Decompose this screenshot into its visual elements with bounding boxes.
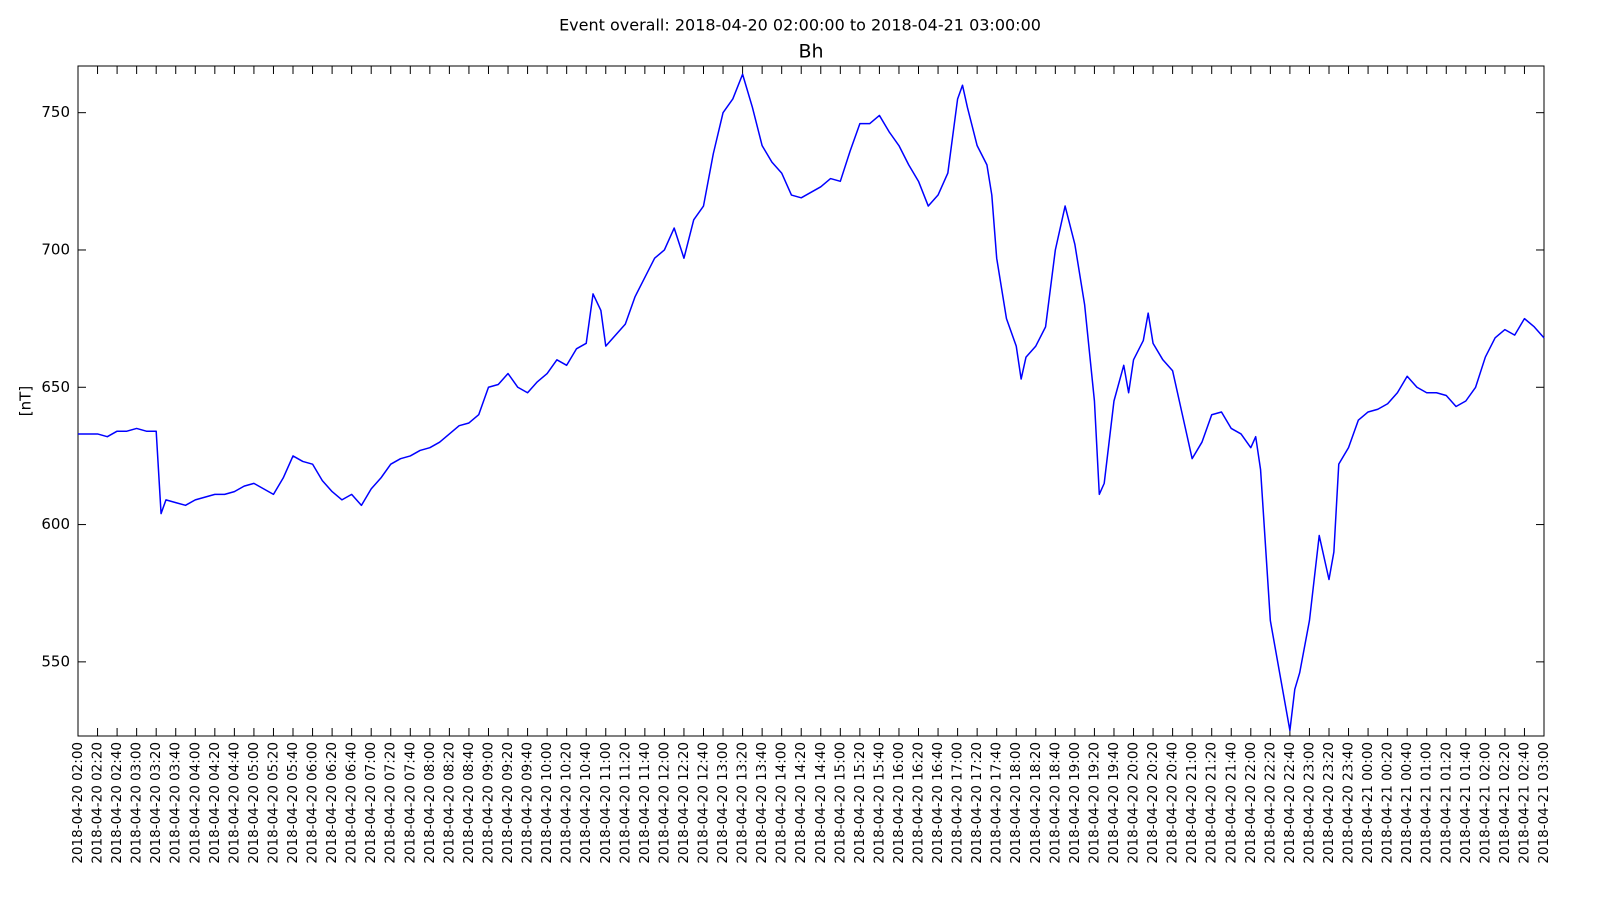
x-tick-label: 2018-04-20 07:00 [363, 742, 379, 864]
x-tick-label: 2018-04-20 02:00 [70, 742, 86, 864]
x-tick-label: 2018-04-21 02:00 [1477, 742, 1493, 864]
x-tick-label: 2018-04-20 03:20 [148, 742, 164, 864]
x-tick-label: 2018-04-21 02:40 [1516, 742, 1532, 864]
x-tick-label: 2018-04-20 18:20 [1028, 742, 1044, 864]
y-tick-label: 700 [41, 240, 70, 258]
x-tick-label: 2018-04-20 09:00 [480, 742, 496, 864]
x-tick-label: 2018-04-20 13:40 [754, 742, 770, 864]
x-tick-label: 2018-04-20 09:20 [500, 742, 516, 864]
suptitle: Event overall: 2018-04-20 02:00:00 to 20… [559, 16, 1041, 35]
x-tick-label: 2018-04-20 11:20 [617, 742, 633, 864]
x-tick-label: 2018-04-20 22:40 [1282, 742, 1298, 864]
x-tick-label: 2018-04-20 16:40 [930, 742, 946, 864]
x-tick-label: 2018-04-20 11:00 [598, 742, 614, 864]
x-tick-label: 2018-04-20 17:20 [969, 742, 985, 864]
x-tick-label: 2018-04-20 08:20 [441, 742, 457, 864]
x-tick-label: 2018-04-20 15:20 [852, 742, 868, 864]
x-tick-label: 2018-04-20 04:40 [226, 742, 242, 864]
x-tick-label: 2018-04-20 07:20 [383, 742, 399, 864]
x-tick-label: 2018-04-20 05:20 [265, 742, 281, 864]
x-tick-label: 2018-04-20 05:40 [285, 742, 301, 864]
y-tick-label: 600 [41, 515, 70, 533]
x-tick-label: 2018-04-20 08:00 [422, 742, 438, 864]
x-tick-label: 2018-04-20 10:00 [539, 742, 555, 864]
x-tick-label: 2018-04-20 02:20 [90, 742, 106, 864]
x-tick-label: 2018-04-20 10:20 [559, 742, 575, 864]
x-tick-label: 2018-04-20 21:40 [1223, 742, 1239, 864]
x-tick-label: 2018-04-21 00:00 [1360, 742, 1376, 864]
x-tick-label: 2018-04-20 19:40 [1106, 742, 1122, 864]
x-tick-label: 2018-04-21 03:00 [1536, 742, 1552, 864]
x-tick-label: 2018-04-20 17:40 [989, 742, 1005, 864]
x-tick-label: 2018-04-20 22:20 [1262, 742, 1278, 864]
x-tick-label: 2018-04-20 06:20 [324, 742, 340, 864]
x-tick-label: 2018-04-20 23:00 [1301, 742, 1317, 864]
x-tick-label: 2018-04-20 20:20 [1145, 742, 1161, 864]
x-tick-label: 2018-04-20 12:00 [656, 742, 672, 864]
x-tick-label: 2018-04-20 10:40 [578, 742, 594, 864]
x-tick-label: 2018-04-20 16:20 [911, 742, 927, 864]
y-axis-label: [nT] [17, 386, 35, 416]
x-tick-label: 2018-04-21 01:40 [1458, 742, 1474, 864]
x-tick-label: 2018-04-20 15:00 [832, 742, 848, 864]
x-tick-label: 2018-04-20 06:00 [305, 742, 321, 864]
x-tick-label: 2018-04-20 17:00 [950, 742, 966, 864]
x-tick-label: 2018-04-20 16:00 [891, 742, 907, 864]
x-tick-label: 2018-04-20 18:40 [1047, 742, 1063, 864]
data-line [78, 73, 1545, 732]
x-tick-label: 2018-04-20 15:40 [871, 742, 887, 864]
x-tick-label: 2018-04-20 12:20 [676, 742, 692, 864]
x-tick-label: 2018-04-20 13:00 [715, 742, 731, 864]
x-tick-label: 2018-04-20 08:40 [461, 742, 477, 864]
chart-title: Bh [798, 41, 823, 63]
x-tick-label: 2018-04-20 04:20 [207, 742, 223, 864]
x-tick-label: 2018-04-20 23:20 [1321, 742, 1337, 864]
x-tick-label: 2018-04-21 01:00 [1419, 742, 1435, 864]
x-tick-label: 2018-04-20 02:40 [109, 742, 125, 864]
x-tick-label: 2018-04-20 11:40 [637, 742, 653, 864]
plot-frame [77, 65, 1545, 737]
x-tick-label: 2018-04-21 01:20 [1438, 742, 1454, 864]
x-tick-label: 2018-04-21 00:40 [1399, 742, 1415, 864]
x-tick-label: 2018-04-20 12:40 [695, 742, 711, 864]
x-tick-label: 2018-04-20 14:40 [813, 742, 829, 864]
x-tick-label: 2018-04-20 09:40 [520, 742, 536, 864]
x-tick-label: 2018-04-20 13:20 [735, 742, 751, 864]
x-tick-label: 2018-04-20 05:00 [246, 742, 262, 864]
x-tick-label: 2018-04-20 03:40 [168, 742, 184, 864]
x-tick-label: 2018-04-20 14:00 [774, 742, 790, 864]
x-tick-label: 2018-04-20 22:00 [1243, 742, 1259, 864]
x-tick-label: 2018-04-20 20:00 [1126, 742, 1142, 864]
x-tick-label: 2018-04-20 19:20 [1086, 742, 1102, 864]
x-tick-label: 2018-04-20 21:20 [1204, 742, 1220, 864]
x-tick-label: 2018-04-20 14:20 [793, 742, 809, 864]
x-tick-label: 2018-04-20 18:00 [1008, 742, 1024, 864]
x-tick-label: 2018-04-20 04:00 [187, 742, 203, 864]
x-tick-label: 2018-04-20 06:40 [344, 742, 360, 864]
y-tick-label: 550 [41, 652, 70, 670]
y-tick-label: 750 [41, 103, 70, 121]
x-tick-label: 2018-04-21 00:20 [1380, 742, 1396, 864]
x-tick-label: 2018-04-20 19:00 [1067, 742, 1083, 864]
x-tick-label: 2018-04-20 03:00 [129, 742, 145, 864]
x-tick-label: 2018-04-20 07:40 [402, 742, 418, 864]
x-tick-label: 2018-04-20 20:40 [1165, 742, 1181, 864]
y-tick-label: 650 [41, 378, 70, 396]
x-tick-label: 2018-04-21 02:20 [1497, 742, 1513, 864]
x-tick-label: 2018-04-20 21:00 [1184, 742, 1200, 864]
x-tick-label: 2018-04-20 23:40 [1341, 742, 1357, 864]
